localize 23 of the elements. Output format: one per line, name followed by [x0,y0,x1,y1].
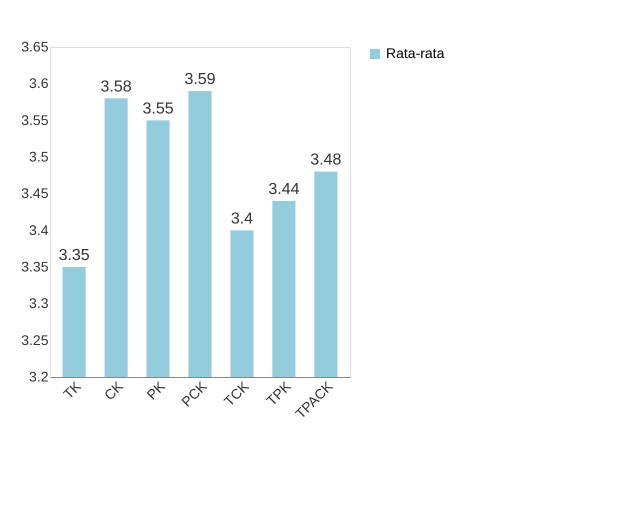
data-label: 3.44 [268,181,300,198]
data-label: 3.55 [142,100,174,118]
y-tick-label: 3.6 [29,75,49,92]
y-tick-label: 3.3 [29,295,49,312]
y-tick-label: 3.35 [21,258,49,274]
y-tick-label: 3.55 [21,112,49,128]
legend-label: Rata-rata [386,45,445,61]
x-tick-label: TPK [263,378,294,409]
y-tick-label: 3.65 [21,38,49,54]
data-label: 3.4 [230,210,254,228]
y-tick-label: 3.4 [29,222,49,238]
y-tick-label: 3.45 [21,185,49,202]
y-tick-label: 3.2 [29,368,49,384]
data-label: 3.59 [184,71,216,88]
data-label: 3.35 [58,247,90,264]
x-tick-label: TK [60,378,84,402]
x-tick-label: TCK [220,378,252,410]
x-tick-label: CK [100,378,126,404]
data-label: 3.48 [310,152,342,169]
y-tick-label: 3.25 [21,332,49,348]
y-tick-label: 3.5 [29,148,49,164]
data-label: 3.58 [100,78,132,96]
x-tick-label: PK [143,378,168,403]
